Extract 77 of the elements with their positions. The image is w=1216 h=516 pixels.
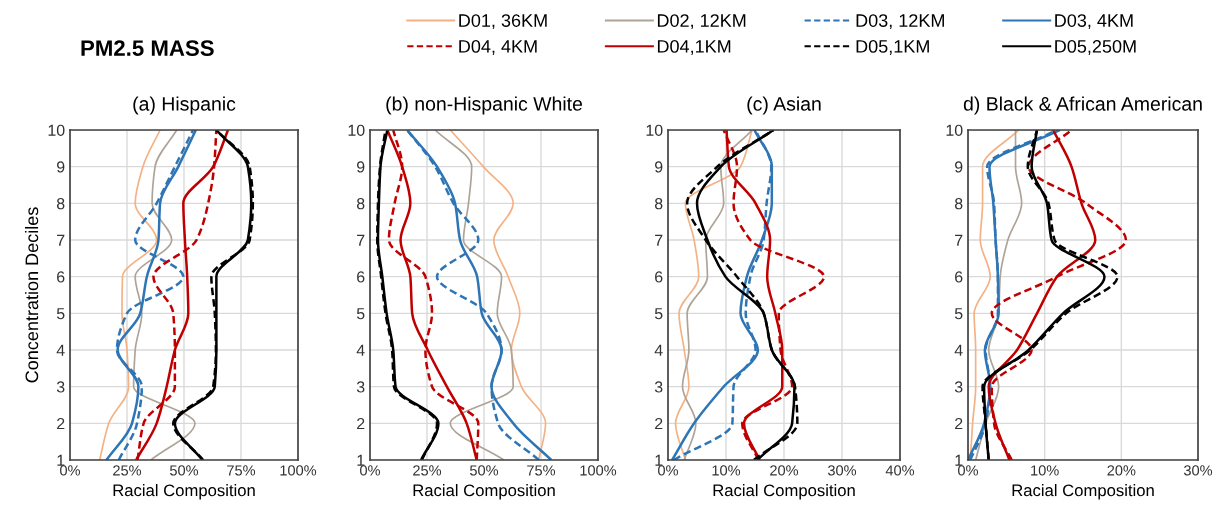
text: PM2.5 MASS — [81, 40, 214, 56]
y-tick-label: 2 — [57, 417, 65, 430]
y-tick-label: 1 — [357, 454, 365, 466]
y-tick-label: 7 — [955, 234, 963, 246]
y-tick-label: 8 — [56, 197, 65, 210]
legend-label: D02, 12KM — [657, 14, 746, 30]
legend-label: D01, 36KM — [459, 14, 547, 30]
chart-title: (a) Hispanic — [133, 96, 236, 115]
x-tick-label: 30% — [1183, 465, 1213, 476]
y-tick-label: 3 — [654, 381, 663, 393]
y-tick-label: 5 — [356, 308, 365, 320]
y-tick-label: 6 — [357, 271, 365, 283]
y-tick-label: 10 — [646, 124, 663, 136]
x-tick-label: 75% — [227, 465, 256, 476]
x-tick-label: 0% — [958, 465, 979, 476]
y-tick-label: 2 — [357, 417, 365, 430]
y-tick-label: 10 — [48, 124, 65, 136]
y-tick-label: 9 — [655, 161, 663, 173]
x-tick-label: 20% — [770, 465, 799, 476]
x-tick-label: 0% — [658, 465, 679, 476]
y-tick-label: 2 — [955, 417, 963, 430]
y-tick-label: 1 — [955, 454, 963, 466]
x-axis-title: Racial Composition — [113, 484, 255, 500]
x-tick-label: 0% — [360, 465, 381, 476]
y-tick-label: 1 — [655, 454, 663, 466]
y-tick-label: 4 — [954, 344, 963, 356]
y-tick-label: 10 — [946, 124, 963, 136]
x-tick-label: 50% — [469, 465, 499, 476]
y-tick-label: 5 — [954, 308, 963, 320]
y-tick-label: 4 — [356, 344, 365, 356]
y-tick-label: 8 — [654, 197, 663, 210]
legend-label: D04, 4KM — [459, 40, 537, 55]
chart-title: d) Black & African American — [963, 96, 1202, 115]
y-axis-title: Concentration Deciles — [24, 207, 39, 383]
legend-label: D05,250M — [1055, 40, 1136, 55]
y-tick-label: 1 — [57, 454, 65, 466]
y-tick-label: 3 — [356, 381, 365, 393]
x-tick-label: 100% — [580, 465, 617, 476]
y-tick-label: 6 — [955, 271, 963, 283]
y-tick-label: 5 — [654, 308, 663, 320]
y-tick-label: 9 — [357, 161, 365, 173]
y-tick-label: 5 — [56, 308, 65, 320]
x-tick-label: 10% — [712, 465, 741, 476]
legend-label: D05,1KM — [856, 40, 929, 55]
x-axis-title: Racial Composition — [1012, 484, 1154, 500]
x-axis-title: Racial Composition — [713, 484, 855, 500]
y-tick-label: 10 — [348, 124, 365, 136]
x-tick-label: 0% — [60, 465, 81, 476]
x-tick-label: 20% — [1107, 465, 1136, 476]
x-tick-label: 75% — [527, 465, 556, 476]
chart-title: (b) non-Hispanic White — [386, 96, 583, 115]
x-tick-label: 10% — [1031, 465, 1059, 476]
y-tick-label: 3 — [954, 381, 963, 393]
x-tick-label: 25% — [113, 465, 142, 476]
x-tick-label: 25% — [413, 465, 442, 476]
x-axis-title: Racial Composition — [413, 484, 555, 500]
y-tick-label: 7 — [357, 234, 365, 246]
y-tick-label: 8 — [356, 197, 365, 210]
y-tick-label: 9 — [57, 161, 65, 173]
y-tick-label: 3 — [56, 381, 65, 393]
legend-label: D04,1KM — [657, 40, 731, 55]
y-tick-label: 4 — [654, 344, 663, 356]
y-tick-label: 6 — [655, 271, 663, 283]
legend-label: D03, 4KM — [1055, 14, 1133, 30]
y-tick-label: 7 — [57, 234, 65, 246]
x-tick-label: 40% — [885, 465, 915, 476]
x-tick-label: 30% — [827, 465, 857, 476]
legend-label: D03, 12KM — [856, 14, 944, 30]
y-tick-label: 9 — [955, 161, 963, 173]
y-tick-label: 8 — [954, 197, 963, 210]
y-tick-label: 2 — [655, 417, 663, 430]
chart-title: (c) Asian — [747, 96, 821, 115]
y-tick-label: 6 — [57, 271, 65, 283]
x-tick-label: 50% — [169, 465, 199, 476]
y-tick-label: 7 — [655, 234, 663, 246]
x-tick-label: 100% — [280, 465, 317, 476]
y-tick-label: 4 — [56, 344, 65, 356]
